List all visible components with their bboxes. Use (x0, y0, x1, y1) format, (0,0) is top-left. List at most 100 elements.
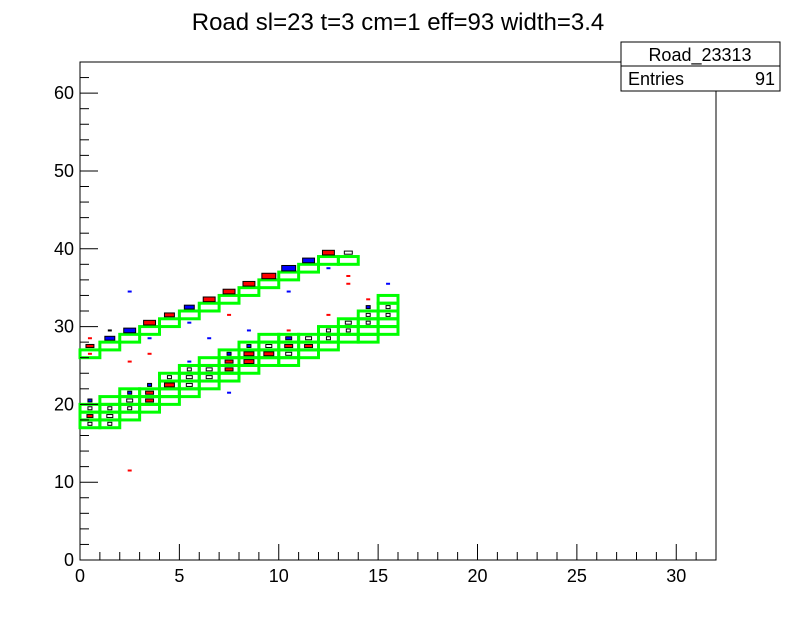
stats-entries-label: Entries (628, 69, 684, 89)
y-tick-label: 10 (54, 472, 74, 492)
stats-entries-value: 91 (755, 69, 775, 89)
road-box (277, 270, 301, 282)
hit-mark (127, 360, 132, 363)
y-tick-label: 20 (54, 394, 74, 414)
hit-cell (365, 312, 371, 317)
hit-mark (147, 337, 152, 340)
road-layer (78, 255, 400, 430)
hit-cell (365, 320, 371, 325)
hit-cell (224, 367, 234, 372)
y-tick-label: 50 (54, 161, 74, 181)
hit-mark (286, 290, 291, 293)
hit-cell (205, 367, 213, 372)
hit-cell (365, 305, 371, 310)
hit-cell (85, 343, 95, 349)
hit-mark (207, 337, 212, 340)
x-tick-label: 25 (567, 566, 587, 586)
road-box (138, 325, 161, 336)
hit-cell (321, 249, 335, 256)
hit-cell (385, 312, 391, 317)
road-box (197, 301, 221, 313)
x-tick-label: 20 (467, 566, 487, 586)
hit-cell (285, 351, 293, 356)
road-box (177, 309, 201, 321)
hit-cell (325, 336, 331, 341)
hit-cell (143, 319, 157, 326)
chart-title: Road sl=23 t=3 cm=1 eff=93 width=3.4 (192, 9, 605, 36)
hit-mark (326, 313, 331, 316)
hit-cell (325, 328, 331, 333)
hit-cell (163, 312, 175, 318)
hit-cell (87, 398, 93, 403)
hit-cell (226, 351, 232, 356)
hit-mark (107, 329, 112, 332)
hit-cell (145, 390, 155, 395)
hit-cell (242, 280, 256, 287)
hit-cell (202, 296, 216, 303)
x-tick-label: 0 (75, 566, 85, 586)
hit-cell (107, 421, 113, 426)
hit-cell (345, 328, 351, 333)
hit-mark (127, 290, 132, 293)
hit-cell (86, 414, 94, 419)
hit-cell (183, 304, 195, 310)
hit-mark (386, 282, 391, 285)
road-box (237, 286, 261, 297)
hit-mark (187, 321, 192, 324)
hit-mark (286, 329, 291, 332)
x-tick-label: 15 (368, 566, 388, 586)
hit-cell (343, 250, 353, 255)
hit-mark (366, 298, 371, 301)
hit-cell (285, 336, 293, 341)
road-box (297, 262, 320, 274)
hit-cell (127, 390, 133, 395)
hit-mark (346, 274, 351, 277)
hit-cell (302, 257, 316, 264)
hit-cell (243, 351, 255, 357)
hit-mark (246, 329, 251, 332)
road-box (257, 278, 281, 290)
hit-cell (163, 382, 175, 388)
stats-box: Road_23313 Entries 91 (620, 41, 781, 92)
x-tick-label: 30 (666, 566, 686, 586)
hit-cell (305, 336, 313, 341)
x-tick-label: 5 (174, 566, 184, 586)
road-box (78, 348, 102, 360)
hit-cell (186, 367, 192, 372)
hit-cell (222, 288, 236, 295)
hit-mark (227, 391, 232, 394)
y-tick-label: 0 (64, 550, 74, 570)
hit-cell (281, 264, 297, 272)
hit-cell (261, 272, 277, 280)
hit-cell (205, 375, 213, 380)
hit-mark (147, 352, 152, 355)
hit-cell (224, 359, 234, 364)
hit-cell (265, 344, 273, 349)
stats-box-name: Road_23313 (648, 45, 751, 66)
road-box (98, 340, 122, 352)
hit-cell (185, 382, 193, 387)
hit-mark (187, 360, 192, 363)
x-tick-label: 10 (269, 566, 289, 586)
y-tick-label: 60 (54, 83, 74, 103)
road-box (217, 293, 241, 305)
hit-cell (284, 343, 294, 349)
axis-layer: 0 5 10 15 20 25 30 0 10 20 30 40 50 60 (54, 61, 717, 586)
hit-cell (107, 406, 113, 411)
hit-cell (87, 421, 93, 426)
hit-mark (87, 352, 92, 355)
hit-cell (87, 406, 93, 411)
hit-cell (185, 375, 193, 380)
hit-cell (145, 398, 155, 403)
road-box (158, 317, 181, 329)
road-box (376, 293, 400, 305)
hit-mark (227, 313, 232, 316)
hit-cell (147, 382, 153, 387)
hit-mark (326, 267, 331, 270)
road-box (336, 255, 360, 266)
hit-cell (106, 414, 114, 419)
hit-cell (104, 335, 116, 341)
y-tick-label: 30 (54, 317, 74, 337)
hit-cell (166, 375, 172, 380)
